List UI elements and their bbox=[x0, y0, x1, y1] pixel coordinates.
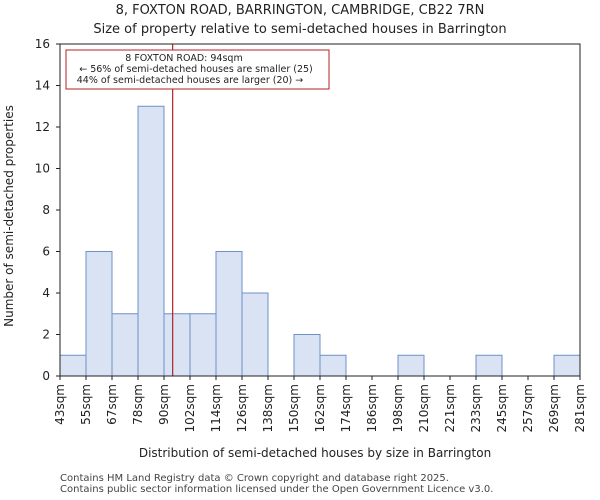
y-tick-label: 4 bbox=[42, 286, 50, 300]
marker-annotation: 8 FOXTON ROAD: 94sqm ← 56% of semi-detac… bbox=[65, 49, 330, 90]
annotation-line-3: 44% of semi-detached houses are larger (… bbox=[77, 75, 304, 86]
x-tick-label: 198sqm bbox=[391, 384, 405, 432]
x-tick-label: 150sqm bbox=[287, 384, 301, 432]
x-tick-label: 138sqm bbox=[261, 384, 275, 432]
annotation-box bbox=[65, 49, 330, 90]
x-tick-label: 245sqm bbox=[495, 384, 509, 432]
x-tick-label: 162sqm bbox=[313, 384, 327, 432]
bar-198sqm bbox=[397, 354, 425, 377]
footer-line-1: Contains HM Land Registry data © Crown c… bbox=[60, 473, 449, 484]
y-tick-label: 0 bbox=[42, 369, 50, 383]
x-tick-label: 174sqm bbox=[339, 384, 353, 432]
bar-102sqm bbox=[189, 313, 217, 377]
footer-line-2: Contains public sector information licen… bbox=[60, 484, 494, 495]
annotation-line-1: 8 FOXTON ROAD: 94sqm bbox=[125, 53, 242, 64]
x-tick-label: 78sqm bbox=[131, 384, 145, 425]
y-tick-label: 2 bbox=[42, 328, 50, 342]
x-tick-label: 210sqm bbox=[417, 384, 431, 432]
bar-67sqm bbox=[111, 313, 139, 377]
bar-269sqm bbox=[553, 354, 581, 377]
x-axis-label: Distribution of semi-detached houses by … bbox=[139, 446, 491, 460]
bar-150sqm bbox=[293, 334, 321, 377]
bar-55sqm bbox=[85, 251, 113, 377]
y-tick-label: 6 bbox=[42, 245, 50, 259]
footer: Contains HM Land Registry data © Crown c… bbox=[60, 473, 493, 495]
x-tick-label: 186sqm bbox=[365, 384, 379, 432]
x-tick-label: 43sqm bbox=[53, 384, 67, 425]
annotation-line-2: ← 56% of semi-detached houses are smalle… bbox=[79, 64, 313, 75]
y-tick-label: 8 bbox=[42, 203, 50, 217]
bar-series bbox=[59, 105, 581, 377]
x-tick-label: 55sqm bbox=[79, 384, 93, 425]
x-tick-label: 126sqm bbox=[235, 384, 249, 432]
x-tick-label: 90sqm bbox=[157, 384, 171, 425]
bar-126sqm bbox=[241, 292, 269, 377]
bar-162sqm bbox=[319, 354, 347, 377]
x-tick-label: 221sqm bbox=[443, 384, 457, 432]
chart-title: 8, FOXTON ROAD, BARRINGTON, CAMBRIDGE, C… bbox=[116, 3, 485, 18]
bar-114sqm bbox=[215, 251, 243, 377]
chart-subtitle: Size of property relative to semi-detach… bbox=[93, 22, 506, 37]
x-axis: 43sqm 55sqm 67sqm 78sqm 90sqm 102sqm 114sqm 126… bbox=[53, 376, 587, 432]
x-tick-label: 114sqm bbox=[209, 384, 223, 432]
x-tick-label: 257sqm bbox=[521, 384, 535, 432]
x-tick-label: 102sqm bbox=[183, 384, 197, 432]
y-tick-label: 12 bbox=[35, 120, 50, 134]
y-tick-label: 14 bbox=[35, 79, 50, 93]
y-axis-label: Number of semi-detached properties bbox=[2, 105, 16, 327]
x-tick-label: 269sqm bbox=[547, 384, 561, 432]
y-tick-label: 16 bbox=[35, 37, 50, 51]
bar-78sqm bbox=[137, 105, 165, 377]
bar-90sqm bbox=[163, 313, 191, 377]
y-axis: 0 2 4 6 8 10 12 14 16 bbox=[35, 37, 60, 383]
x-tick-label: 233sqm bbox=[469, 384, 483, 432]
bar-233sqm bbox=[475, 354, 503, 377]
x-tick-label: 281sqm bbox=[573, 384, 587, 432]
x-tick-label: 67sqm bbox=[105, 384, 119, 425]
bar-43sqm bbox=[59, 354, 87, 377]
y-tick-label: 10 bbox=[35, 162, 50, 176]
